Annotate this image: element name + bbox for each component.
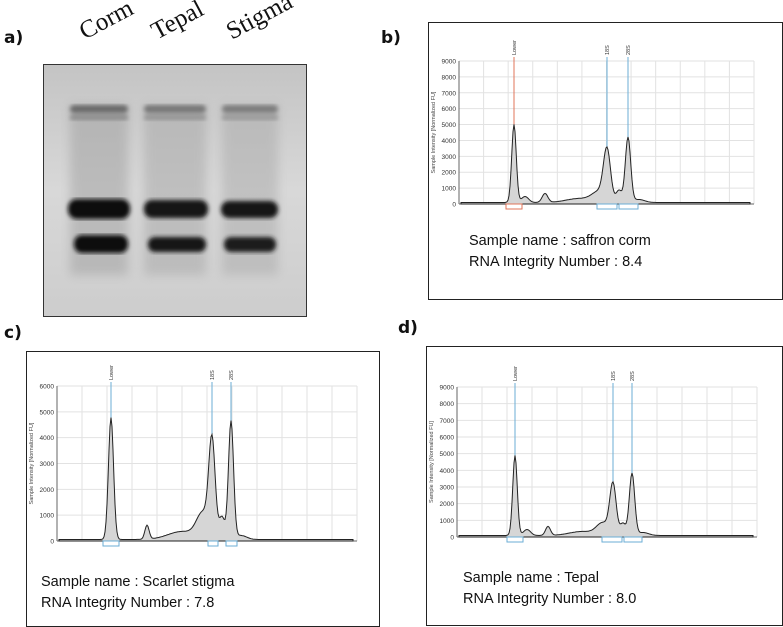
y-tick-label: 5000 xyxy=(40,409,55,416)
panel-d-label: d) xyxy=(398,318,418,338)
panel-d-trace-plot: 9000 8000 7000 6000 5000 4000 3000 2000 1000 0 Sam… xyxy=(429,366,758,543)
panel-c-rin: RNA Integrity Number : 7.8 xyxy=(41,595,215,611)
y-tick-label: 6000 xyxy=(40,384,55,391)
rna-gel-image xyxy=(43,64,307,317)
y-tick-label: 0 xyxy=(450,535,454,542)
y-tick-label: 3000 xyxy=(442,154,457,161)
panel-b-electropherogram: 9000 8000 7000 6000 5000 4000 3000 2000 1000 0 Sam… xyxy=(428,22,783,300)
trace-area xyxy=(458,455,754,538)
panel-d-electropherogram: 9000 8000 7000 6000 5000 4000 3000 2000 1000 0 Sam… xyxy=(426,346,783,626)
peak-label-lower: Lower xyxy=(512,40,518,55)
y-tick-label: 3000 xyxy=(40,461,55,468)
peak-label-lower: Lower xyxy=(513,366,519,381)
y-tick-label: 2000 xyxy=(440,501,455,508)
gel-bands xyxy=(44,65,306,316)
y-tick-label: 4000 xyxy=(440,468,455,475)
integration-region xyxy=(601,536,623,543)
peak-label-18s: 18S xyxy=(605,45,611,55)
y-tick-label: 6000 xyxy=(442,106,457,113)
y-tick-label: 8000 xyxy=(440,401,455,408)
integration-region xyxy=(225,540,238,547)
lane-label-stigma: Stigma xyxy=(221,0,298,46)
y-tick-label: 1000 xyxy=(440,518,455,525)
panel-c-sample-name: Sample name : Scarlet stigma xyxy=(41,574,235,590)
y-tick-label: 5000 xyxy=(442,122,457,129)
peak-label-18s: 18S xyxy=(210,370,216,380)
integration-region xyxy=(623,536,643,543)
y-tick-label: 2000 xyxy=(442,170,457,177)
integration-region xyxy=(618,203,639,210)
integration-region xyxy=(207,540,219,547)
panel-b-trace-plot: 9000 8000 7000 6000 5000 4000 3000 2000 1000 0 Sam… xyxy=(431,40,755,210)
y-tick-label: 3000 xyxy=(440,485,455,492)
y-tick-label: 1000 xyxy=(442,186,457,193)
panel-d-sample-name: Sample name : Tepal xyxy=(463,570,599,586)
peak-label-28s: 28S xyxy=(630,371,636,381)
peak-label-28s: 28S xyxy=(626,45,632,55)
y-axis-title: Sample Intensity [Normalized FU] xyxy=(431,91,437,173)
panel-a-label: a) xyxy=(4,28,24,48)
y-tick-label: 0 xyxy=(452,202,456,209)
y-tick-label: 9000 xyxy=(440,385,455,392)
peak-label-28s: 28S xyxy=(229,370,235,380)
y-tick-label: 0 xyxy=(50,539,54,546)
peak-label-lower: Lower xyxy=(109,365,115,380)
panel-c-trace-plot: 6000 5000 4000 3000 2000 1000 0 Sample Intensit… xyxy=(29,365,358,547)
y-tick-label: 7000 xyxy=(440,418,455,425)
panel-c-label: c) xyxy=(4,323,22,343)
trace-area xyxy=(460,124,751,205)
integration-region xyxy=(596,203,618,210)
lane-label-corm: Corm xyxy=(74,0,138,46)
integration-region xyxy=(102,540,120,547)
panel-d-rin: RNA Integrity Number : 8.0 xyxy=(463,591,637,607)
y-tick-label: 5000 xyxy=(440,451,455,458)
y-tick-label: 4000 xyxy=(40,435,55,442)
panel-b-sample-name: Sample name : saffron corm xyxy=(469,233,651,249)
y-tick-label: 4000 xyxy=(442,138,457,145)
peak-label-18s: 18S xyxy=(611,371,617,381)
panel-b-label: b) xyxy=(381,28,401,48)
panel-c-electropherogram: 6000 5000 4000 3000 2000 1000 0 Sample Intensit… xyxy=(26,351,380,627)
integration-region xyxy=(506,536,524,543)
trace-area xyxy=(58,417,354,542)
y-axis-title: Sample Intensity [Normalized FU] xyxy=(29,422,35,504)
lane-label-tepal: Tepal xyxy=(146,0,209,46)
y-tick-label: 9000 xyxy=(442,59,457,66)
y-tick-label: 6000 xyxy=(440,435,455,442)
y-tick-label: 8000 xyxy=(442,74,457,81)
panel-b-rin: RNA Integrity Number : 8.4 xyxy=(469,254,643,270)
y-axis-title: Sample Intensity [Normalized FU] xyxy=(429,421,435,503)
y-tick-label: 2000 xyxy=(40,487,55,494)
y-tick-label: 7000 xyxy=(442,90,457,97)
integration-region xyxy=(505,203,523,210)
y-tick-label: 1000 xyxy=(40,513,55,520)
